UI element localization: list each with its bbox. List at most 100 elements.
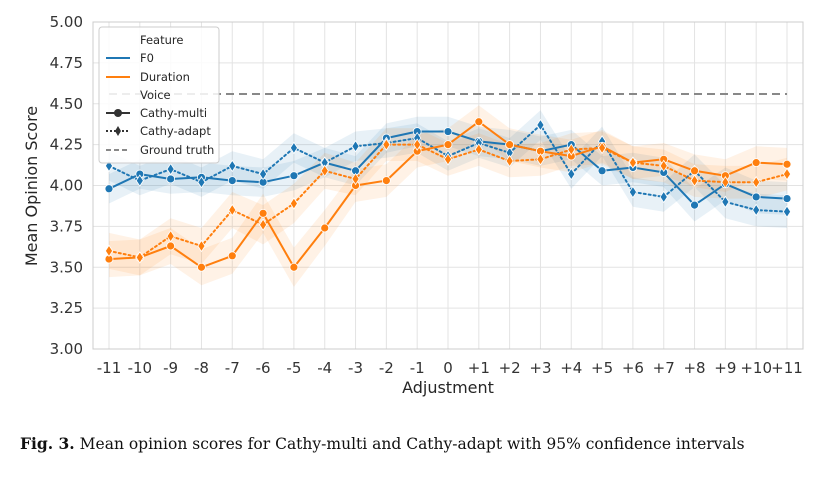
line-duration-adapt [108,143,788,259]
point-duration-adapt-3 [197,239,206,253]
point-duration-multi-2 [166,241,176,251]
point-duration-multi-5 [258,208,268,218]
point-f0-adapt-2 [166,162,175,176]
point-f0-multi-6 [289,171,299,181]
point-duration-adapt-8 [351,172,360,186]
legend-ground-label: Ground truth [140,143,214,157]
caption-label: Fig. 3. [20,434,75,453]
point-f0-adapt-22 [782,205,792,218]
legend-adapt-label: Cathy-adapt [140,124,211,138]
point-f0-multi-4 [227,176,237,185]
point-f0-multi-22 [782,194,792,203]
point-duration-multi-11 [443,140,453,150]
caption-text: Mean opinion scores for Cathy-multi and … [79,435,745,453]
legend-f0-label: F0 [140,51,154,65]
x-tick-label-3: -8 [194,359,209,377]
x-tick-label-17: +6 [622,359,644,377]
point-duration-adapt-11 [443,153,453,166]
point-duration-multi-3 [197,262,206,272]
y-tick-label-7: 4.75 [50,54,83,72]
x-tick-label-8: -3 [348,359,363,377]
point-f0-multi-19 [690,200,699,210]
y-tick-label-1: 3.25 [50,299,83,317]
x-tick-label-15: +4 [560,359,582,377]
x-tick-label-19: +8 [683,359,705,377]
x-tick-label-22: +11 [771,359,803,377]
point-duration-multi-7 [320,223,330,233]
y-tick-label-4: 4.00 [50,177,83,195]
point-duration-adapt-13 [505,154,514,168]
legend-multi-label: Cathy-multi [140,106,207,120]
point-duration-adapt-2 [166,229,175,243]
point-f0-adapt-8 [351,140,360,153]
point-duration-adapt-6 [289,197,298,210]
point-f0-adapt-1 [135,174,144,187]
point-duration-adapt-5 [259,218,268,231]
x-tick-label-4: -7 [225,359,240,377]
point-duration-adapt-20 [721,175,730,189]
point-duration-adapt-15 [567,143,576,156]
point-f0-adapt-17 [628,185,637,199]
point-duration-multi-4 [227,251,237,261]
legend-multi-marker [114,109,122,117]
point-duration-multi-12 [474,117,484,127]
point-duration-multi-22 [782,159,792,169]
point-duration-adapt-21 [752,175,761,189]
legend-duration-label: Duration [140,70,190,84]
point-f0-adapt-5 [259,167,268,181]
point-duration-adapt-0 [104,244,114,258]
point-duration-adapt-7 [320,164,329,178]
point-f0-multi-11 [443,127,453,136]
point-f0-adapt-15 [567,167,576,181]
ci-band-f0-adapt [109,110,787,228]
point-f0-adapt-4 [228,159,237,173]
x-tick-label-21: +10 [740,359,772,377]
point-duration-multi-21 [751,158,761,168]
x-tick-label-13: +2 [499,359,521,377]
x-tick-label-1: -10 [128,359,153,377]
point-duration-adapt-12 [474,143,483,156]
y-tick-label-0: 3.00 [50,340,83,358]
point-f0-adapt-14 [536,118,545,132]
y-axis-label: Mean Opinion Score [22,106,41,266]
ci-band-f0-multi [109,116,787,222]
series-markers [104,117,792,272]
x-tick-label-11: 0 [443,359,453,377]
legend: Feature F0 Duration Voice Cathy-multi Ca… [98,26,220,164]
point-f0-multi-0 [104,184,114,194]
point-duration-adapt-19 [690,174,699,187]
x-tick-label-18: +7 [653,359,675,377]
point-f0-adapt-6 [289,141,298,155]
x-tick-label-9: -2 [379,359,394,377]
x-tick-label-6: -5 [286,359,301,377]
figure-caption: Fig. 3. Mean opinion scores for Cathy-mu… [20,432,812,456]
legend-title-voice: Voice [140,88,171,102]
ci-band-duration-adapt [109,128,787,276]
point-duration-adapt-4 [228,203,237,217]
x-tick-label-20: +9 [714,359,736,377]
point-duration-adapt-17 [628,156,637,169]
x-tick-label-7: -4 [317,359,332,377]
x-tick-label-2: -9 [163,359,178,377]
x-tick-label-12: +1 [468,359,490,377]
point-f0-adapt-0 [104,159,114,173]
point-duration-multi-6 [289,262,299,272]
point-duration-adapt-22 [782,167,792,181]
point-duration-adapt-14 [536,153,545,166]
x-tick-label-10: -1 [410,359,425,377]
point-f0-multi-2 [166,174,176,184]
x-tick-label-14: +3 [529,359,551,377]
plot-frame [92,21,804,350]
y-tick-label-2: 3.50 [50,258,83,276]
x-tick-label-0: -11 [97,359,122,377]
y-tick-label-5: 4.25 [50,136,83,154]
point-f0-adapt-21 [752,203,761,217]
point-f0-multi-16 [597,166,607,176]
x-tick-label-5: -6 [256,359,271,377]
point-duration-adapt-9 [382,138,391,151]
point-duration-multi-13 [505,140,515,150]
point-f0-adapt-3 [197,175,206,189]
point-duration-adapt-1 [135,251,144,264]
point-f0-multi-21 [751,192,761,202]
x-axis-label: Adjustment [402,378,494,397]
